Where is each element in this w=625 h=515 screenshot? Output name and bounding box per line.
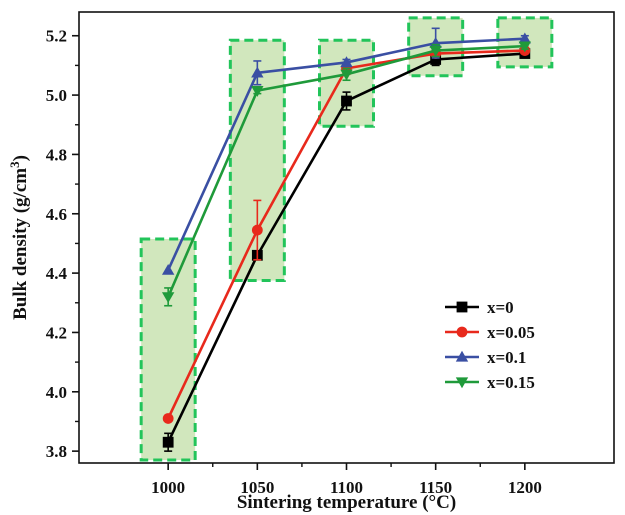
legend-marker-2 xyxy=(455,350,469,362)
y-tick-label-6: 5.0 xyxy=(46,86,67,105)
y-tick-label-1: 4.0 xyxy=(46,383,67,402)
data-point-3-0 xyxy=(161,292,175,304)
y-tick-label-0: 3.8 xyxy=(46,442,67,461)
data-point-0-3 xyxy=(430,54,442,65)
data-point-3-2 xyxy=(340,69,353,81)
highlight-box-2 xyxy=(318,38,375,128)
y-tick-label-5: 4.8 xyxy=(46,145,67,164)
legend-marker-0 xyxy=(456,301,468,313)
data-point-3-4 xyxy=(518,41,532,53)
data-point-2-4 xyxy=(518,32,532,44)
y-axis-title: Bulk density (g/cm3) xyxy=(7,155,31,320)
x-tick-label-3: 1150 xyxy=(419,478,452,497)
legend-label-0: x=0 xyxy=(487,298,514,317)
legend-label-2: x=0.1 xyxy=(487,348,526,367)
data-point-2-0 xyxy=(161,263,175,275)
x-tick-label-1: 1050 xyxy=(240,478,274,497)
x-axis-title: Sintering temperature (°C) xyxy=(237,492,456,513)
y-tick-label-2: 4.2 xyxy=(46,323,67,342)
data-point-2-2 xyxy=(340,56,353,68)
data-point-3-1 xyxy=(251,85,264,97)
y-tick-label-4: 4.6 xyxy=(46,205,67,224)
legend-label-3: x=0.15 xyxy=(487,373,535,392)
x-tick-label-0: 1000 xyxy=(151,478,185,497)
legend-label-1: x=0.05 xyxy=(487,323,535,342)
x-tick-label-4: 1200 xyxy=(508,478,542,497)
y-tick-label-7: 5.2 xyxy=(46,27,67,46)
series-x-0-15 xyxy=(161,41,532,307)
data-point-3-3 xyxy=(429,45,442,57)
series-layer xyxy=(161,27,532,452)
axis-ticks: 1000 1050 1100 1150 1200 3.8 4.0 4.2 4.4 4.6 4.8 5.… xyxy=(46,27,542,497)
legend: x=0 x=0.05 x=0.1 x=0.15 xyxy=(445,298,535,392)
x-tick-label-2: 1100 xyxy=(330,478,363,497)
legend-marker-3 xyxy=(455,377,469,389)
highlight-boxes xyxy=(139,16,554,462)
series-x-0 xyxy=(162,48,531,452)
y-tick-label-3: 4.4 xyxy=(46,264,68,283)
series-x-0-1 xyxy=(161,27,532,275)
data-point-2-1 xyxy=(251,66,264,78)
data-point-0-0 xyxy=(162,436,174,448)
data-point-0-2 xyxy=(341,95,352,107)
data-point-1-0 xyxy=(162,413,174,424)
legend-marker-1 xyxy=(456,326,468,338)
data-point-1-1 xyxy=(251,224,263,236)
